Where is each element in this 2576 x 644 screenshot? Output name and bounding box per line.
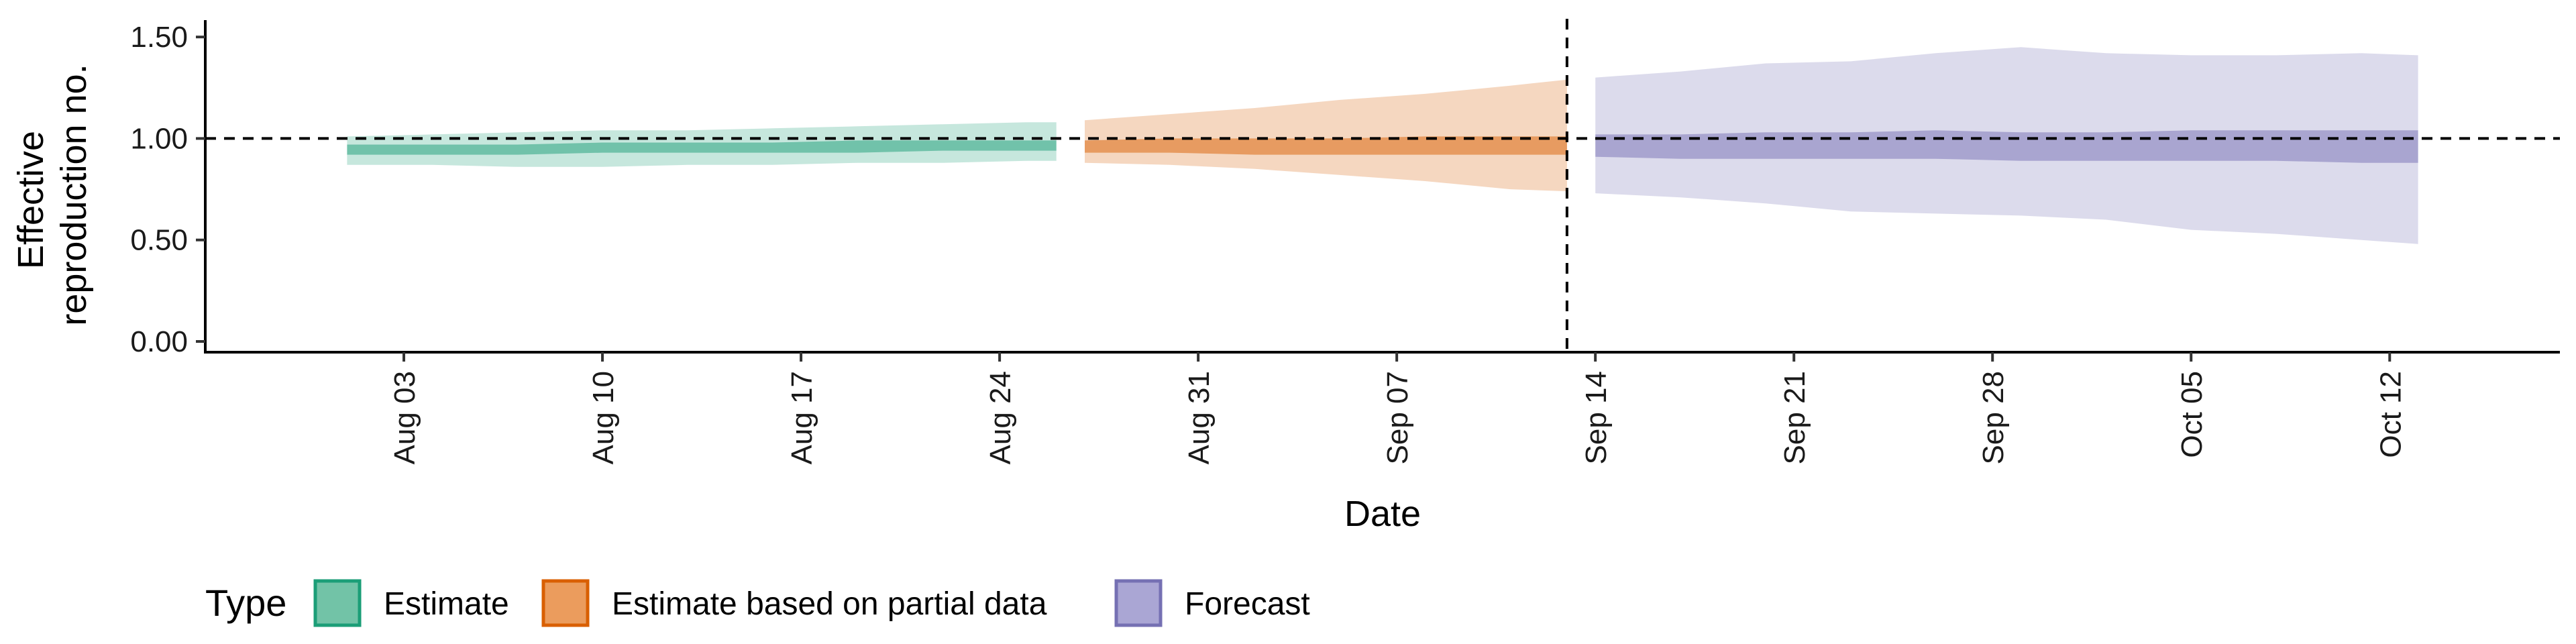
x-tick-label: Oct 05 <box>2176 371 2208 458</box>
legend-item-1: Estimate based on partial data <box>541 579 1047 627</box>
x-tick-label: Aug 10 <box>587 371 620 464</box>
x-tick-label: Oct 12 <box>2374 371 2407 458</box>
ribbon-layer <box>347 47 2418 244</box>
inner-interval-band-0 <box>347 140 1057 155</box>
legend-label: Estimate <box>384 586 509 622</box>
x-tick-label: Sep 07 <box>1381 371 1414 464</box>
outer-interval-band-1 <box>1085 79 1567 192</box>
inner-interval-band-2 <box>1595 130 2418 163</box>
x-axis-title: Date <box>1344 494 1421 534</box>
x-tick-label: Sep 21 <box>1778 371 1811 464</box>
y-axis-title-line-2: reproduction no. <box>54 64 94 325</box>
inner-interval-band-1 <box>1085 136 1567 155</box>
axes-layer <box>204 20 2560 354</box>
legend-item-2: Forecast <box>1114 579 1310 627</box>
y-tick-label: 1.00 <box>130 122 188 155</box>
y-axis-ticks: 0.00 0.50 1.00 1.50 <box>130 21 205 358</box>
y-tick-label: 0.00 <box>130 325 188 358</box>
legend-swatch <box>313 579 362 627</box>
x-tick-label: Aug 17 <box>786 371 818 464</box>
legend-label: Forecast <box>1185 586 1310 622</box>
y-axis-title-line-1: Effective <box>11 131 51 269</box>
x-tick-label: Sep 14 <box>1580 371 1613 464</box>
series-1 <box>1085 79 1567 192</box>
x-tick-label: Aug 31 <box>1183 371 1216 464</box>
x-tick-label: Sep 28 <box>1977 371 2010 464</box>
legend-swatch <box>541 579 590 627</box>
series-2 <box>1595 47 2418 244</box>
y-axis-title: Effective reproduction no. <box>11 64 94 325</box>
series-0 <box>347 122 1057 167</box>
legend: Type Estimate Estimate based on partial d… <box>205 579 1310 627</box>
x-tick-label: Aug 03 <box>388 371 421 464</box>
x-axis-ticks: Aug 03 Aug 10 Aug 17 Aug 24 Aug 31 Sep 07 Sep … <box>388 352 2407 464</box>
legend-item-0: Estimate <box>313 579 509 627</box>
legend-label: Estimate based on partial data <box>612 586 1047 622</box>
legend-swatch <box>1114 579 1163 627</box>
x-tick-label: Aug 24 <box>984 371 1017 464</box>
y-tick-label: 1.50 <box>130 21 188 54</box>
legend-title: Type <box>205 582 286 624</box>
y-tick-label: 0.50 <box>130 224 188 257</box>
